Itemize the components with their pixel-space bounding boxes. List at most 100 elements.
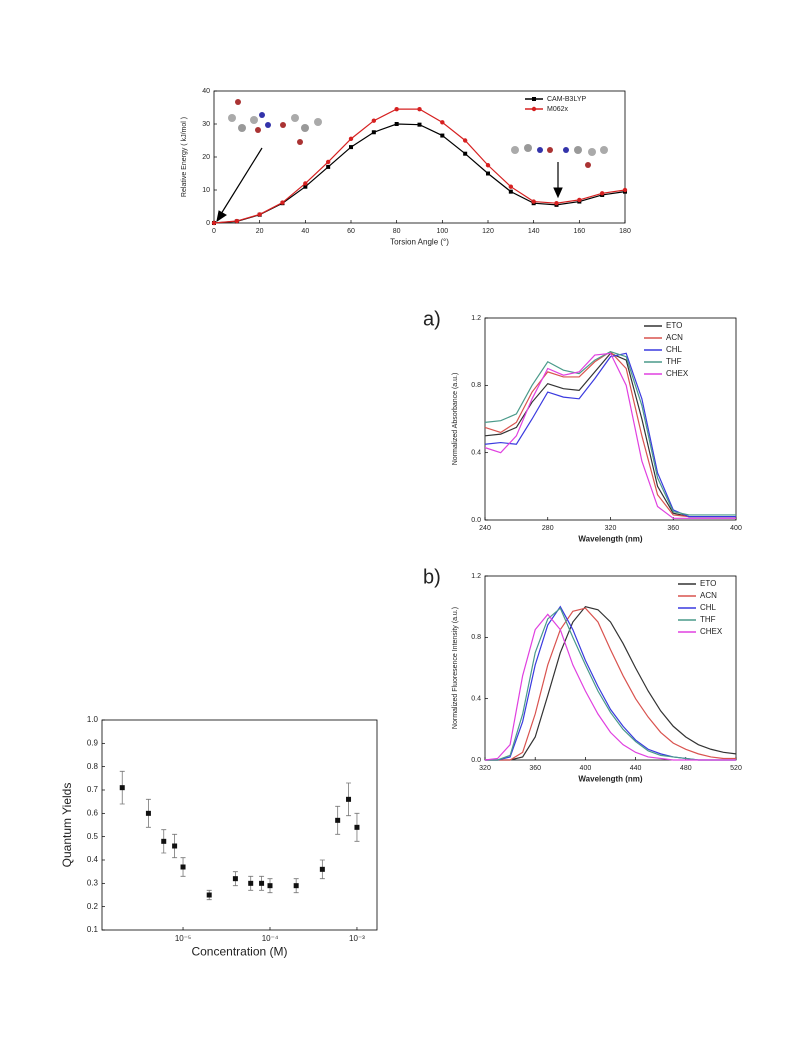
x-tick-label: 120 — [482, 228, 494, 235]
y-axis-label: Normalized Fluoresence Intensity (a.u.) — [452, 607, 459, 729]
x-tick-label: 480 — [680, 765, 692, 772]
point — [508, 184, 514, 189]
series-line — [484, 613, 736, 761]
x-axis-label: Concentration (M) — [191, 945, 287, 959]
molecule-right — [511, 144, 608, 168]
y-tick-label: 0.7 — [87, 785, 99, 794]
point — [371, 118, 377, 123]
plot-frame — [101, 719, 378, 931]
legend-label: M062x — [547, 106, 569, 113]
point — [508, 189, 513, 194]
y-tick-label: 1.2 — [471, 573, 481, 580]
x-axis-label: Wavelength (nm) — [578, 535, 642, 544]
series-line — [485, 605, 736, 761]
x-axis-label: Wavelength (nm) — [578, 775, 642, 784]
point — [354, 824, 360, 830]
legend-label: CAM-B3LYP — [547, 96, 586, 103]
point — [394, 106, 399, 112]
plot-frame — [484, 317, 737, 521]
legend-marker — [531, 106, 537, 112]
atom — [524, 144, 532, 152]
atom — [547, 147, 553, 153]
point — [462, 138, 468, 143]
atom — [255, 127, 261, 133]
atom — [291, 114, 299, 122]
legend-label: ACN — [666, 333, 683, 342]
point — [206, 892, 212, 898]
atom — [537, 147, 543, 153]
y-axis-label: Relative Energy ( kJ/mol ) — [181, 117, 188, 197]
point — [257, 212, 262, 217]
x-tick-label: 320 — [605, 525, 617, 532]
atom — [265, 122, 271, 128]
point — [486, 171, 490, 176]
point — [417, 122, 422, 127]
arrow-head — [216, 210, 227, 223]
y-tick-label: 0.9 — [87, 738, 99, 747]
point — [303, 184, 308, 189]
y-tick-label: 1.2 — [471, 315, 481, 322]
arrows — [216, 147, 563, 223]
atom — [563, 147, 569, 153]
panel-label: a) — [423, 308, 441, 330]
y-tick-label: 0.5 — [87, 832, 99, 841]
y-tick-label: 0 — [206, 220, 210, 227]
point — [485, 163, 491, 168]
x-tick-label: 0 — [212, 228, 216, 235]
y-tick-label: 0.0 — [471, 757, 481, 764]
atom — [297, 139, 303, 145]
x-tick-label: 240 — [479, 525, 491, 532]
x-tick-label: 180 — [619, 228, 631, 235]
atom — [250, 116, 258, 124]
atom — [280, 122, 286, 128]
x-tick-label: 80 — [393, 228, 401, 235]
point — [417, 106, 422, 112]
y-tick-label: 0.6 — [87, 808, 99, 817]
y-tick-label: 10 — [202, 187, 210, 194]
y-tick-label: 0.0 — [471, 517, 481, 524]
atom — [235, 99, 241, 105]
atom — [301, 124, 309, 132]
x-axis-label: Torsion Angle (°) — [390, 238, 449, 247]
point — [180, 864, 186, 870]
y-axis-label: Quantum Yields — [60, 783, 74, 868]
y-tick-label: 0.8 — [471, 382, 481, 389]
point — [531, 199, 536, 204]
point — [161, 838, 167, 844]
x-tick-label: 20 — [256, 228, 264, 235]
point — [371, 130, 376, 135]
x-tick-label: 400 — [730, 525, 742, 532]
y-tick-label: 0.8 — [471, 634, 481, 641]
y-tick-label: 0.4 — [471, 450, 481, 457]
point — [622, 187, 628, 193]
point — [325, 159, 331, 165]
x-tick-label: 360 — [667, 525, 679, 532]
y-tick-label: 0.2 — [87, 902, 99, 911]
molecule-left — [228, 99, 322, 145]
y-tick-label: 1.0 — [87, 715, 99, 724]
legend-label: CHL — [666, 345, 683, 354]
x-tick-label: 320 — [479, 765, 491, 772]
x-tick-label: 100 — [436, 228, 448, 235]
point — [145, 810, 151, 816]
y-tick-label: 40 — [202, 88, 210, 95]
x-tick-label: 10⁻⁵ — [175, 934, 191, 943]
x-tick-label: 10⁻³ — [349, 934, 365, 943]
point — [554, 201, 559, 206]
x-tick-label: 40 — [301, 228, 309, 235]
point — [346, 796, 352, 802]
plot-frame — [484, 575, 737, 761]
x-tick-label: 10⁻⁴ — [262, 934, 279, 943]
atom — [238, 124, 246, 132]
point — [463, 151, 468, 156]
point — [577, 197, 582, 203]
x-tick-label: 400 — [580, 765, 592, 772]
legend-label: ETO — [666, 321, 682, 330]
y-tick-label: 20 — [202, 154, 210, 161]
y-axis-label: Normalized Absorbance (a.u.) — [452, 373, 459, 466]
x-tick-label: 60 — [347, 228, 355, 235]
x-tick-label: 280 — [542, 525, 554, 532]
legend-label: THF — [700, 615, 716, 624]
